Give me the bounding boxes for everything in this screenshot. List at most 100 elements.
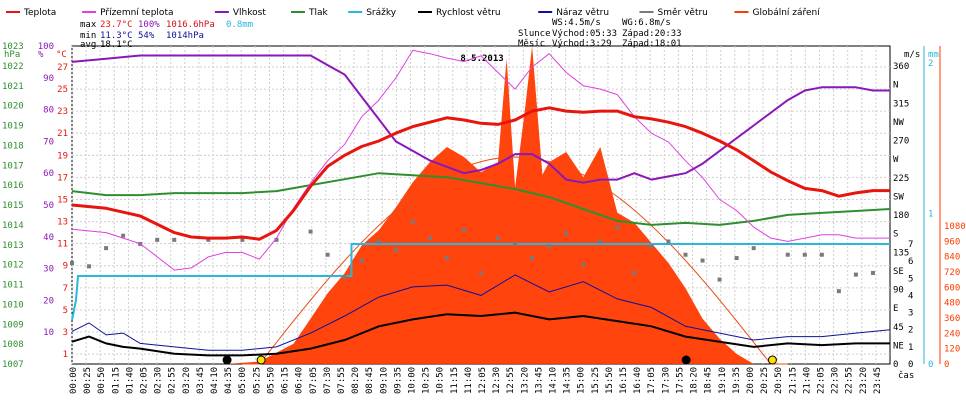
tick-direction: SW bbox=[893, 192, 904, 202]
tick-pressure: 1017 bbox=[2, 161, 24, 171]
tick-direction: 135 bbox=[893, 248, 909, 258]
legend-label: Tlak bbox=[308, 8, 329, 18]
wind-direction-point bbox=[530, 256, 535, 261]
tick-humidity: 100 bbox=[38, 42, 54, 52]
sun-set: Západ:20:33 bbox=[622, 29, 682, 39]
wind-direction-point bbox=[496, 236, 501, 241]
series-rain bbox=[71, 243, 890, 321]
wind-direction-point bbox=[206, 237, 211, 242]
tick-pressure: 1013 bbox=[2, 241, 24, 251]
wind-direction-point bbox=[870, 270, 875, 275]
wind-direction-point bbox=[359, 258, 364, 263]
wind-direction-point bbox=[683, 252, 688, 257]
stat-max-temp: 23.7°C bbox=[100, 20, 133, 30]
wind-direction-point bbox=[172, 237, 177, 242]
stat-avg-temp: 18.1°C bbox=[100, 40, 133, 50]
wind-direction-point bbox=[700, 258, 705, 263]
tick-x: 13:20 bbox=[520, 367, 530, 394]
tick-pressure: 1008 bbox=[2, 340, 24, 350]
tick-x: 03:20 bbox=[182, 367, 192, 394]
tick-direction: E bbox=[893, 304, 898, 314]
wind-direction-point bbox=[547, 244, 552, 249]
tick-temperature: 17 bbox=[57, 173, 68, 183]
tick-pressure: 1010 bbox=[2, 300, 24, 310]
tick-humidity: 40 bbox=[43, 233, 54, 243]
tick-x: 15:25 bbox=[591, 367, 601, 394]
tick-x: 17:05 bbox=[647, 367, 657, 394]
tick-pressure: 1016 bbox=[2, 181, 24, 191]
tick-x: 01:15 bbox=[111, 367, 121, 394]
tick-humidity: 50 bbox=[43, 201, 54, 211]
tick-x: 07:05 bbox=[309, 367, 319, 394]
chart-title: 8.5.2013 bbox=[460, 54, 503, 64]
sun-rise: Východ:05:33 bbox=[552, 29, 617, 39]
stat-max-hum: 100% bbox=[138, 20, 160, 30]
tick-x: 20:00 bbox=[746, 367, 756, 394]
tick-wind: 7 bbox=[908, 240, 913, 250]
series-wind-speed bbox=[71, 311, 890, 357]
tick-rain: 2 bbox=[928, 59, 933, 69]
tick-direction: S bbox=[893, 230, 898, 240]
legend-label: Náraz větru bbox=[556, 8, 609, 18]
wind-direction-point bbox=[121, 233, 126, 238]
axis-unit-temp: °C bbox=[56, 50, 67, 60]
tick-direction: SE bbox=[893, 267, 904, 277]
tick-x: 00:25 bbox=[83, 367, 93, 394]
legend-label: Vlhkost bbox=[233, 8, 266, 18]
axis-unit-pressure: hPa bbox=[4, 50, 20, 60]
tick-pressure: 1007 bbox=[2, 360, 24, 370]
sun-label: Slunce bbox=[518, 29, 551, 39]
stat-min-hum: 54% bbox=[138, 31, 155, 41]
series-radiation bbox=[72, 46, 890, 364]
tick-pressure: 1020 bbox=[2, 102, 24, 112]
tick-x: 07:30 bbox=[323, 367, 333, 394]
tick-x: 17:30 bbox=[661, 367, 671, 394]
tick-radiation: 360 bbox=[944, 314, 960, 324]
tick-pressure: 1011 bbox=[2, 281, 24, 291]
legend-label: Globální záření bbox=[753, 8, 821, 18]
tick-temperature: 19 bbox=[57, 151, 68, 161]
wind-direction-point bbox=[819, 252, 824, 257]
tick-temperature: 25 bbox=[57, 85, 68, 95]
wind-direction-point bbox=[308, 229, 313, 234]
moon-label: Měsíc bbox=[518, 39, 545, 49]
tick-pressure: 1015 bbox=[2, 201, 24, 211]
wind-direction-point bbox=[785, 252, 790, 257]
stat-max-rain: 0.8mm bbox=[226, 20, 253, 30]
tick-temperature: 3 bbox=[63, 328, 68, 338]
series-wind-gust bbox=[71, 274, 891, 351]
legend-label: Teplota bbox=[23, 8, 56, 18]
series-ground-temp bbox=[71, 49, 890, 271]
tick-direction: 0 bbox=[893, 360, 898, 370]
tick-direction: 90 bbox=[893, 286, 904, 296]
tick-x: 20:50 bbox=[774, 367, 784, 394]
wind-direction-point bbox=[649, 244, 654, 249]
tick-temperature: 11 bbox=[57, 240, 68, 250]
tick-radiation: 0 bbox=[944, 360, 949, 370]
wind-direction-point bbox=[717, 277, 722, 282]
tick-temperature: 13 bbox=[57, 218, 68, 228]
tick-humidity: 30 bbox=[43, 265, 54, 275]
axis-unit-rain: mm bbox=[928, 50, 939, 60]
tick-x: 21:15 bbox=[788, 367, 798, 394]
wind-direction-point bbox=[564, 231, 569, 236]
tick-x: 22:55 bbox=[845, 367, 855, 394]
tick-x: 12:55 bbox=[506, 367, 516, 394]
legend-label: Srážky bbox=[366, 8, 397, 18]
wind-direction-point bbox=[479, 270, 483, 275]
wind-direction-point bbox=[598, 239, 603, 244]
tick-direction: 225 bbox=[893, 174, 909, 184]
axis-unit-humidity: % bbox=[38, 50, 44, 60]
wind-direction-point bbox=[325, 252, 330, 257]
tick-x: 10:50 bbox=[436, 367, 446, 394]
tick-x: 07:55 bbox=[337, 367, 347, 394]
tick-x: 00:50 bbox=[97, 367, 107, 394]
tick-x: 06:40 bbox=[295, 367, 305, 394]
tick-x: 17:55 bbox=[675, 367, 685, 394]
radiation-theoretical-curve bbox=[242, 156, 788, 365]
series-humidity bbox=[71, 54, 890, 184]
tick-x: 18:45 bbox=[704, 367, 714, 394]
tick-x: 21:40 bbox=[802, 367, 812, 394]
tick-temperature: 5 bbox=[63, 306, 68, 316]
wind-direction-point bbox=[444, 256, 449, 261]
